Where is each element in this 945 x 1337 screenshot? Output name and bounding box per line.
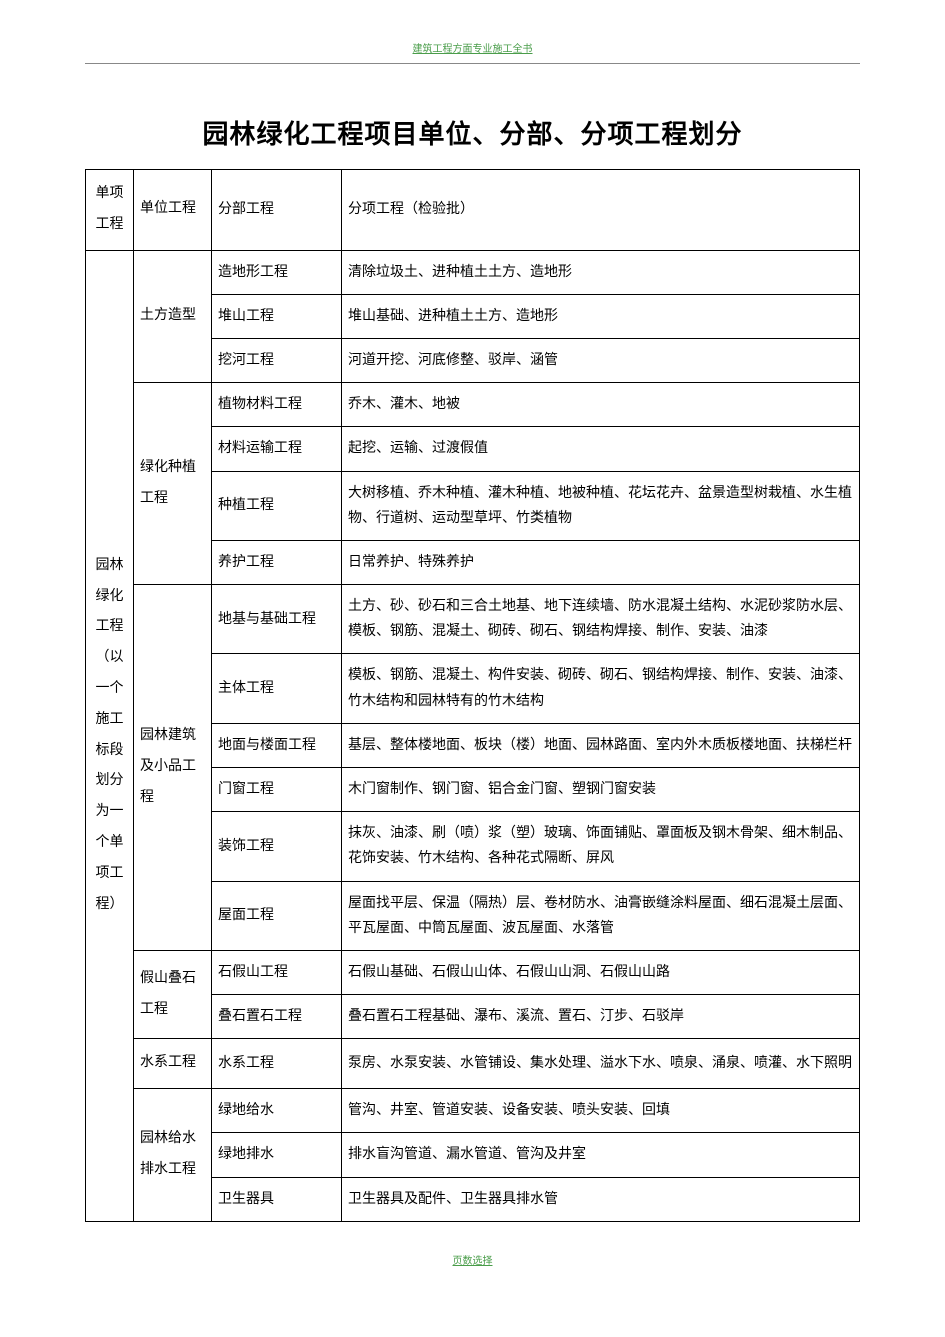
cell-subdivision: 堆山工程 [212,294,342,338]
cell-unit-project: 土方造型 [134,250,212,383]
table-row: 假山叠石工程石假山工程石假山基础、石假山山体、石假山山洞、石假山山路 [86,950,860,994]
cell-unit-project: 假山叠石工程 [134,950,212,1038]
cell-detail: 土方、砂、砂石和三合土地基、地下连续墙、防水混凝土结构、水泥砂浆防水层、模板、钢… [342,585,860,654]
cell-subdivision: 卫生器具 [212,1177,342,1221]
cell-detail: 乔木、灌木、地被 [342,383,860,427]
header-col1: 单项工程 [86,170,134,251]
table-row: 园林给水排水工程绿地给水管沟、井室、管道安装、设备安装、喷头安装、回填 [86,1089,860,1133]
cell-subdivision: 材料运输工程 [212,427,342,471]
header-col3: 分部工程 [212,170,342,251]
cell-detail: 堆山基础、进种植土土方、造地形 [342,294,860,338]
table-row: 园林绿化工程（以一个施工标段划分为一个单项工程）土方造型造地形工程清除垃圾土、进… [86,250,860,294]
cell-detail: 日常养护、特殊养护 [342,540,860,584]
table-header-row: 单项工程 单位工程 分部工程 分项工程（检验批） [86,170,860,251]
cell-subdivision: 屋面工程 [212,881,342,950]
cell-project-category: 园林绿化工程（以一个施工标段划分为一个单项工程） [86,250,134,1221]
cell-unit-project: 水系工程 [134,1039,212,1089]
header-col2: 单位工程 [134,170,212,251]
cell-subdivision: 门窗工程 [212,768,342,812]
cell-subdivision: 挖河工程 [212,338,342,382]
cell-subdivision: 主体工程 [212,654,342,723]
cell-subdivision: 装饰工程 [212,812,342,881]
cell-subdivision: 绿地给水 [212,1089,342,1133]
cell-subdivision: 种植工程 [212,471,342,540]
cell-detail: 模板、钢筋、混凝土、构件安装、砌砖、砌石、钢结构焊接、制作、安装、油漆、竹木结构… [342,654,860,723]
cell-detail: 石假山基础、石假山山体、石假山山洞、石假山山路 [342,950,860,994]
top-divider [85,63,860,64]
cell-detail: 屋面找平层、保温（隔热）层、卷材防水、油膏嵌缝涂料屋面、细石混凝土层面、平瓦屋面… [342,881,860,950]
cell-unit-project: 绿化种植工程 [134,383,212,585]
page-title: 园林绿化工程项目单位、分部、分项工程划分 [85,114,860,151]
cell-detail: 大树移植、乔木种植、灌木种植、地被种植、花坛花卉、盆景造型树栽植、水生植物、行道… [342,471,860,540]
engineering-table: 单项工程 单位工程 分部工程 分项工程（检验批） 园林绿化工程（以一个施工标段划… [85,169,860,1222]
cell-subdivision: 绿地排水 [212,1133,342,1177]
cell-subdivision: 植物材料工程 [212,383,342,427]
cell-subdivision: 养护工程 [212,540,342,584]
cell-subdivision: 地基与基础工程 [212,585,342,654]
cell-subdivision: 地面与楼面工程 [212,723,342,767]
table-row: 绿化种植工程植物材料工程乔木、灌木、地被 [86,383,860,427]
cell-subdivision: 水系工程 [212,1039,342,1089]
cell-detail: 抹灰、油漆、刷（喷）浆（塑）玻璃、饰面铺贴、罩面板及钢木骨架、细木制品、花饰安装… [342,812,860,881]
cell-detail: 卫生器具及配件、卫生器具排水管 [342,1177,860,1221]
cell-subdivision: 石假山工程 [212,950,342,994]
cell-detail: 叠石置石工程基础、瀑布、溪流、置石、汀步、石驳岸 [342,995,860,1039]
cell-detail: 基层、整体楼地面、板块（楼）地面、园林路面、室内外木质板楼地面、扶梯栏杆 [342,723,860,767]
cell-unit-project: 园林建筑及小品工程 [134,585,212,951]
cell-detail: 木门窗制作、钢门窗、铝合金门窗、塑钢门窗安装 [342,768,860,812]
header-col4: 分项工程（检验批） [342,170,860,251]
cell-detail: 泵房、水泵安装、水管铺设、集水处理、溢水下水、喷泉、涌泉、喷灌、水下照明 [342,1039,860,1089]
cell-subdivision: 叠石置石工程 [212,995,342,1039]
cell-detail: 河道开挖、河底修整、驳岸、涵管 [342,338,860,382]
top-link[interactable]: 建筑工程方面专业施工全书 [85,40,860,55]
cell-detail: 管沟、井室、管道安装、设备安装、喷头安装、回填 [342,1089,860,1133]
cell-detail: 清除垃圾土、进种植土土方、造地形 [342,250,860,294]
bottom-link[interactable]: 页数选择 [85,1252,860,1267]
cell-detail: 起挖、运输、过渡假值 [342,427,860,471]
cell-unit-project: 园林给水排水工程 [134,1089,212,1222]
cell-subdivision: 造地形工程 [212,250,342,294]
table-row: 水系工程水系工程泵房、水泵安装、水管铺设、集水处理、溢水下水、喷泉、涌泉、喷灌、… [86,1039,860,1089]
cell-detail: 排水盲沟管道、漏水管道、管沟及井室 [342,1133,860,1177]
table-row: 园林建筑及小品工程地基与基础工程土方、砂、砂石和三合土地基、地下连续墙、防水混凝… [86,585,860,654]
